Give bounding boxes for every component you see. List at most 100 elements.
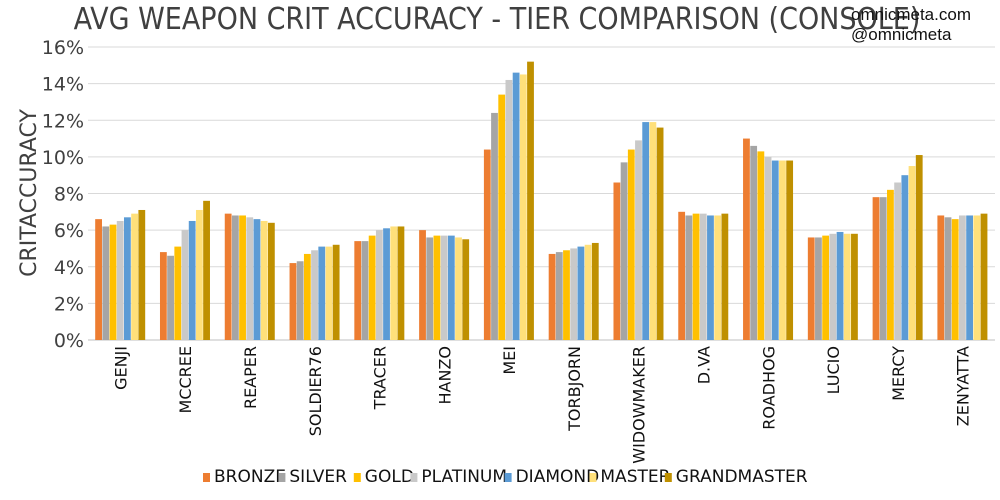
x-axis-categories: GENJI MCCREE REAPER SOLDIER76 TRACER HANZO MEI…: [111, 346, 972, 464]
bar-bronze-genji: [95, 219, 102, 340]
bar-gold-genji: [109, 224, 117, 340]
legend-swatch-diamond: [504, 473, 512, 482]
bar-bronze-hanzo: [419, 230, 426, 340]
y-tick-label: 8%: [54, 184, 84, 206]
bar-grandmaster-hanzo: [462, 239, 470, 340]
bar-silver-hanzo: [426, 237, 434, 340]
legend-swatch-silver: [278, 473, 286, 482]
bar-silver-zenyatta: [944, 217, 952, 340]
bar-diamond-mei: [512, 72, 520, 340]
bar-diamond-torbjorn: [577, 246, 585, 340]
bar-master-hanzo: [455, 237, 462, 340]
x-category-label: WIDOWMAKER: [630, 346, 649, 464]
bar-gold-soldier76: [303, 253, 311, 340]
bar-silver-mercy: [879, 197, 887, 340]
bar-master-widowmaker: [649, 122, 657, 340]
bar-gold-reaper: [239, 215, 246, 340]
y-axis-ticks: 0% 2% 4% 6% 8% 10% 12% 14% 16%: [42, 37, 84, 352]
bar-silver-reaper: [231, 215, 239, 340]
y-tick-label: 14%: [42, 74, 84, 96]
legend-label: BRONZE: [214, 467, 286, 487]
bar-diamond-roadhog: [771, 160, 779, 340]
bar-gold-mei: [498, 94, 506, 340]
legend-swatch-platinum: [410, 473, 418, 482]
x-category-label: MCCREE: [176, 346, 195, 413]
bar-bronze-soldier76: [289, 263, 297, 340]
bar-platinum-mei: [505, 79, 513, 341]
bar-platinum-mercy: [894, 182, 902, 340]
bar-platinum-reaper: [246, 217, 254, 340]
bar-grandmaster-lucio: [851, 233, 858, 340]
y-tick-label: 0%: [54, 330, 84, 352]
bar-master-zenyatta: [973, 215, 981, 340]
legend-label: MASTER: [600, 467, 670, 487]
x-category-label: ROADHOG: [759, 346, 778, 430]
bar-silver-roadhog: [750, 145, 758, 340]
bar-gold-mccree: [174, 246, 182, 340]
bar-grandmaster-zenyatta: [980, 213, 988, 340]
bar-bronze-roadhog: [743, 138, 750, 340]
bars: [95, 61, 988, 341]
legend-label: GRANDMASTER: [676, 467, 808, 487]
bar-gold-hanzo: [433, 235, 441, 340]
y-tick-label: 2%: [54, 293, 84, 315]
x-category-label: MEI: [500, 346, 519, 375]
bar-silver-dva: [685, 215, 693, 340]
bar-grandmaster-mccree: [203, 200, 210, 340]
bar-diamond-lucio: [836, 231, 844, 340]
bar-grandmaster-tracer: [397, 226, 405, 340]
bar-diamond-dva: [707, 215, 714, 340]
bar-platinum-widowmaker: [635, 140, 642, 340]
bar-grandmaster-reaper: [267, 222, 275, 340]
y-tick-label: 12%: [42, 110, 84, 132]
bar-diamond-genji: [123, 217, 131, 340]
legend-swatch-gold: [353, 473, 361, 482]
bar-diamond-zenyatta: [966, 215, 974, 340]
bar-platinum-tracer: [375, 230, 383, 340]
chart-title: AVG WEAPON CRIT ACCURACY - TIER COMPARIS…: [74, 2, 921, 37]
y-tick-label: 6%: [54, 220, 84, 242]
bar-platinum-genji: [116, 220, 124, 340]
bar-bronze-mei: [483, 149, 491, 340]
bar-gold-torbjorn: [563, 250, 570, 340]
bar-master-mccree: [195, 209, 203, 340]
legend-swatch-bronze: [203, 473, 210, 482]
bar-grandmaster-widowmaker: [656, 127, 664, 340]
bar-silver-torbjorn: [555, 252, 563, 340]
bar-bronze-lucio: [807, 237, 815, 340]
bar-silver-genji: [102, 226, 110, 340]
bar-silver-mccree: [167, 255, 174, 340]
bar-master-tracer: [390, 226, 398, 340]
bar-platinum-torbjorn: [570, 248, 578, 340]
bar-grandmaster-soldier76: [332, 244, 340, 340]
bar-master-soldier76: [325, 246, 333, 340]
bar-gold-roadhog: [757, 151, 765, 340]
bar-gold-dva: [692, 213, 700, 340]
bar-silver-soldier76: [296, 261, 304, 340]
bar-master-genji: [131, 213, 138, 340]
bar-diamond-mccree: [188, 220, 196, 340]
bar-silver-tracer: [361, 241, 369, 340]
bar-silver-lucio: [815, 237, 822, 340]
bar-diamond-widowmaker: [642, 122, 650, 340]
x-category-label: GENJI: [111, 346, 130, 390]
y-tick-label: 4%: [54, 257, 84, 279]
legend-label: DIAMOND: [516, 467, 600, 487]
bar-master-mercy: [908, 166, 916, 340]
bar-silver-widowmaker: [620, 162, 628, 340]
bar-master-dva: [714, 215, 722, 340]
bar-diamond-tracer: [383, 228, 390, 340]
brand-handle: @omnicmeta: [851, 25, 952, 44]
y-tick-label: 16%: [42, 37, 84, 59]
bar-master-roadhog: [779, 160, 786, 340]
bar-platinum-mccree: [181, 230, 189, 340]
bar-diamond-hanzo: [447, 235, 455, 340]
bar-bronze-torbjorn: [548, 253, 556, 340]
x-category-label: LUCIO: [824, 346, 843, 394]
legend: BRONZE SILVER GOLD PLATINUM DIAMOND MASTER GRA…: [203, 467, 808, 487]
bar-bronze-mccree: [159, 252, 167, 340]
bar-gold-mercy: [887, 189, 894, 340]
x-category-label: ZENYATTA: [954, 346, 973, 426]
bar-bronze-widowmaker: [613, 182, 621, 340]
legend-label: GOLD: [365, 467, 414, 487]
